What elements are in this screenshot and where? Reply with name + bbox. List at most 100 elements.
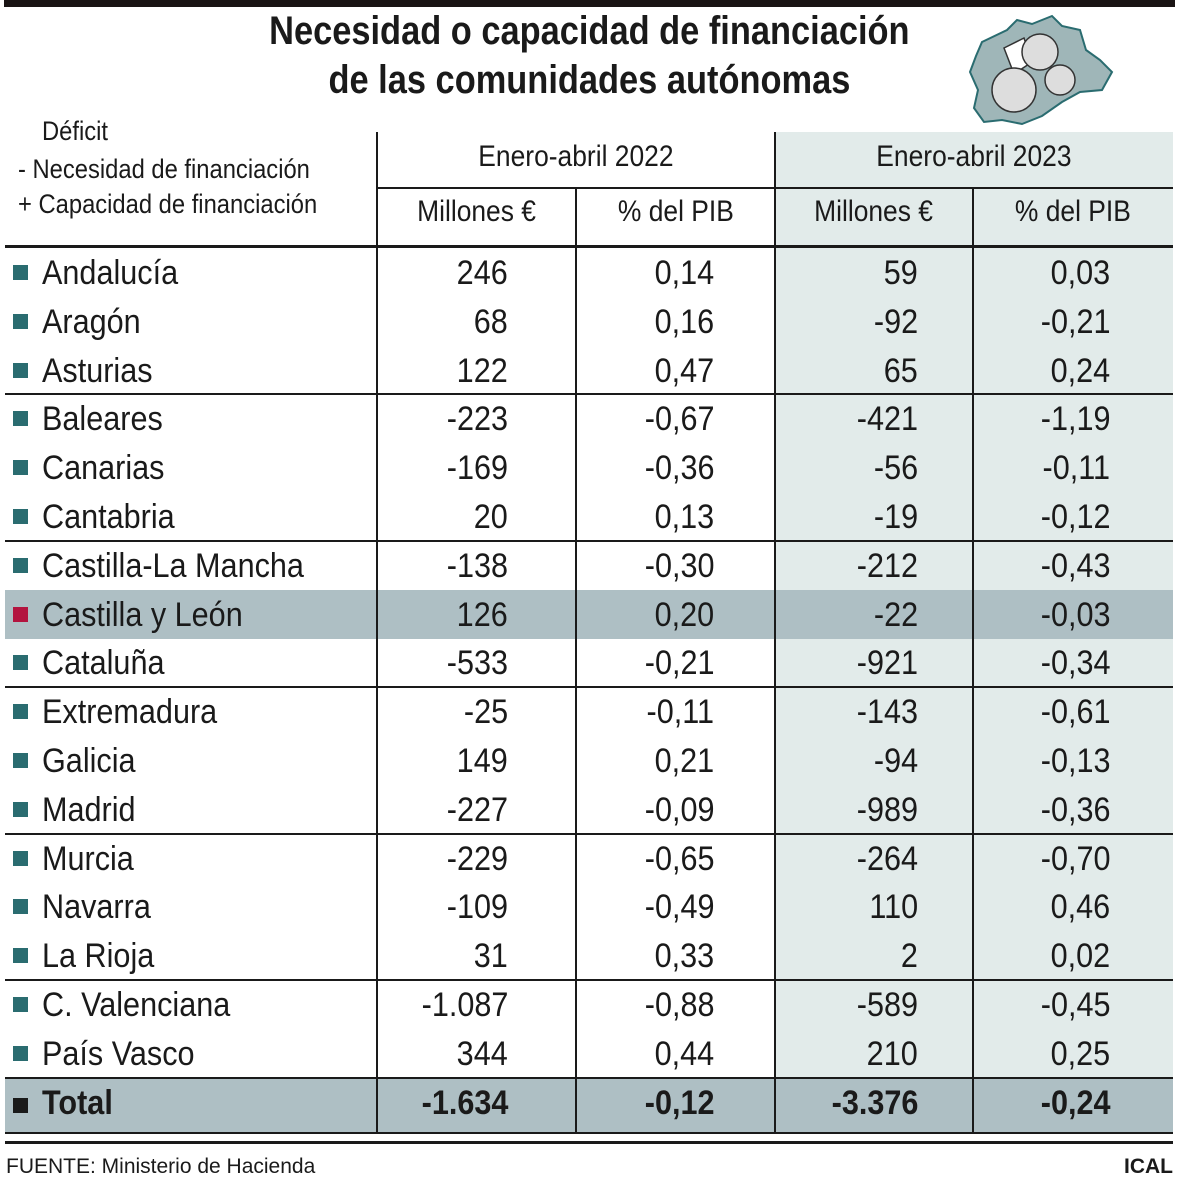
region-name: País Vasco: [42, 1034, 195, 1073]
table-row: Andalucía 246 0,14 59 0,03: [0, 248, 1179, 297]
cell-p22: -0,21: [644, 644, 714, 683]
cell-m23: -589: [856, 986, 918, 1024]
table-row: Castilla-La Mancha -138 -0,30 -212 -0,43: [0, 541, 1179, 590]
cell-p23: -0,21: [1040, 302, 1110, 341]
cell-m23: -92: [873, 302, 918, 341]
cell-m23: -19: [873, 498, 918, 536]
cell-p23: -0,43: [1040, 546, 1110, 585]
cell-p22: -0,67: [644, 400, 714, 439]
group-divider: [5, 832, 1173, 835]
table-row: Navarra -109 -0,49 110 0,46: [0, 882, 1179, 931]
group-divider: [5, 393, 1173, 396]
row-marker-icon: [13, 948, 28, 964]
cell-p22: -0,11: [646, 693, 714, 732]
subheader-pct-2023: % del PIB: [1015, 195, 1131, 228]
group-divider: [5, 1077, 1173, 1079]
cell-m22: -227: [446, 790, 508, 829]
table-row: C. Valenciana -1.087 -0,88 -589 -0,45: [0, 980, 1179, 1029]
cell-p22: 0,16: [654, 302, 714, 341]
row-marker-icon: [13, 801, 28, 817]
cell-m22: 68: [473, 302, 508, 341]
cell-p23: -1,19: [1040, 400, 1110, 439]
cell-m22: -169: [446, 449, 508, 488]
table-row: Asturias 122 0,47 65 0,24: [0, 346, 1179, 395]
column-divider: [376, 132, 378, 1133]
cell-m22: 122: [456, 351, 508, 390]
region-name: Castilla y León: [42, 595, 243, 634]
cell-m23: -989: [856, 790, 918, 829]
region-name: Aragón: [42, 302, 141, 341]
region-name: Navarra: [42, 888, 151, 927]
cell-p23: 0,46: [1050, 888, 1110, 927]
legend-plus: + Capacidad de financiación: [18, 189, 318, 219]
cell-p23: -0,24: [1040, 1084, 1110, 1122]
cell-p22: -0,49: [644, 888, 714, 927]
cell-p23: -0,70: [1040, 839, 1110, 878]
cell-m23: -264: [856, 839, 918, 878]
column-divider: [575, 188, 577, 1133]
table-row: Extremadura -25 -0,11 -143 -0,61: [0, 687, 1179, 736]
row-marker-icon: [13, 1098, 28, 1113]
table-row: Cantabria 20 0,13 -19 -0,12: [0, 492, 1179, 541]
cell-p22: 0,14: [654, 254, 714, 292]
table-row: Baleares -223 -0,67 -421 -1,19: [0, 394, 1179, 443]
footer-rule: [5, 1141, 1173, 1144]
legend-minus: - Necesidad de financiación: [18, 154, 310, 184]
cell-p22: 0,20: [654, 595, 714, 634]
title-line-2: de las comunidades autónomas: [328, 58, 851, 102]
table-bottom-line: [5, 1132, 1173, 1134]
row-marker-icon: [13, 313, 28, 329]
region-name: Andalucía: [42, 254, 179, 292]
row-marker-icon: [13, 606, 28, 622]
cell-m23: -921: [856, 644, 918, 683]
credit-text: ICAL: [1124, 1155, 1173, 1178]
cell-p22: -0,88: [644, 986, 714, 1024]
cell-m23: 65: [883, 351, 918, 390]
cell-m23: -3.376: [831, 1084, 918, 1122]
region-name: Baleares: [42, 400, 163, 439]
cell-p23: 0,02: [1050, 937, 1110, 976]
table-row: La Rioja 31 0,33 2 0,02: [0, 931, 1179, 980]
row-marker-icon: [13, 557, 28, 573]
row-marker-icon: [13, 411, 28, 427]
cell-m22: 20: [473, 498, 508, 536]
region-name: Total: [42, 1084, 113, 1122]
cell-p22: -0,30: [644, 546, 714, 585]
row-marker-icon: [13, 265, 28, 280]
region-name: La Rioja: [42, 937, 155, 976]
column-divider: [972, 188, 974, 1133]
cell-m22: -109: [446, 888, 508, 927]
cell-p23: 0,03: [1050, 254, 1110, 292]
row-marker-icon: [13, 850, 28, 866]
region-name: Murcia: [42, 839, 134, 878]
header-bottom-line: [5, 245, 1173, 248]
cell-m23: -212: [856, 546, 918, 585]
cell-p22: 0,21: [654, 742, 714, 780]
subheader-pct-2022: % del PIB: [617, 195, 734, 228]
row-marker-icon: [13, 704, 28, 720]
cell-m22: 126: [456, 595, 508, 634]
cell-p23: -0,11: [1042, 449, 1110, 488]
cell-p22: -0,12: [644, 1084, 714, 1122]
source-text: FUENTE: Ministerio de Hacienda: [6, 1155, 316, 1178]
region-name: Canarias: [42, 449, 165, 488]
cell-p22: 0,13: [654, 498, 714, 536]
cell-m23: 59: [883, 254, 918, 292]
cell-p22: -0,09: [644, 790, 714, 829]
row-marker-icon: [13, 997, 28, 1012]
cell-p22: -0,36: [644, 449, 714, 488]
cell-m22: 31: [473, 937, 508, 976]
region-name: Castilla-La Mancha: [42, 546, 304, 585]
cell-p23: -0,13: [1040, 742, 1110, 780]
table-row: Canarias -169 -0,36 -56 -0,11: [0, 443, 1179, 492]
cell-p22: 0,44: [654, 1034, 714, 1073]
cell-p23: -0,03: [1040, 595, 1110, 634]
row-marker-icon: [13, 899, 28, 915]
cell-m22: -1.087: [421, 986, 508, 1024]
cell-p23: 0,24: [1050, 351, 1110, 390]
cell-m23: -143: [856, 693, 918, 732]
region-name: Extremadura: [42, 693, 218, 732]
total-row-bg: [5, 1078, 1173, 1133]
row-marker-icon: [13, 1045, 28, 1061]
